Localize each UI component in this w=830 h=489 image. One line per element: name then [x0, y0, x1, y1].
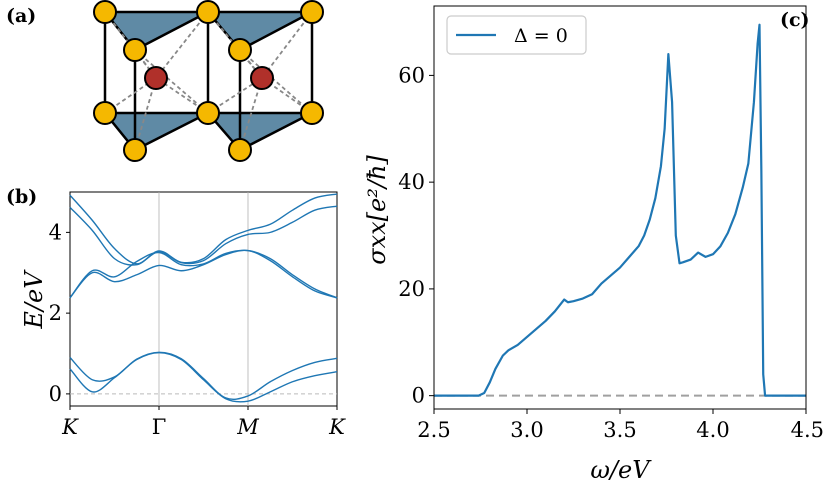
conductivity-xtick-label: 3.0 — [510, 418, 543, 442]
corner-atom — [300, 0, 324, 24]
cell-edges — [103, 12, 314, 150]
band-structure-chart: (b) 0 2 4 K Γ M K E/eV — [6, 186, 346, 439]
panel-label-b: (b) — [6, 186, 37, 208]
band-plot-area: 0 2 4 K Γ M K — [49, 191, 346, 439]
conductivity-series-line — [434, 23, 806, 397]
corner-atom — [196, 0, 220, 24]
band-line-band3 — [69, 249, 338, 299]
conductivity-ytick-label: 60 — [398, 63, 425, 87]
conductivity-ylabel: σxx[e²/ħ] — [363, 155, 391, 265]
band-plot-frame — [69, 191, 338, 407]
corner-atoms — [93, 0, 324, 162]
legend-box — [446, 15, 587, 55]
crystal-structure-diagram: (a) — [6, 0, 324, 162]
band-line-band2 — [69, 351, 338, 400]
center-atom-left — [144, 66, 168, 90]
conductivity-chart: 0 20 40 60 2.5 3.0 3.5 4.0 4.5 (c) ω/eV σxx[e²/ħ… — [363, 5, 824, 484]
band-xtick-label: M — [236, 415, 259, 439]
panel-label-a: (a) — [6, 5, 36, 27]
corner-atom — [93, 0, 117, 24]
conductivity-plot-area: 0 20 40 60 2.5 3.0 3.5 4.0 4.5 — [398, 5, 824, 442]
band-line-band5 — [69, 205, 338, 266]
band-ylabel: E/eV — [20, 269, 48, 330]
conductivity-xtick-label: 2.5 — [417, 418, 450, 442]
band-ytick-label: 0 — [49, 382, 62, 406]
band-ytick-label: 4 — [49, 220, 62, 244]
conductivity-xtick-label: 4.5 — [791, 418, 824, 442]
conductivity-xtick-label: 3.5 — [603, 418, 636, 442]
corner-atom — [228, 38, 252, 62]
band-line-band4 — [69, 249, 338, 299]
conductivity-ytick-label: 0 — [412, 384, 425, 408]
bottom-face-right — [205, 111, 313, 152]
center-atom-right — [250, 66, 274, 90]
corner-atom — [228, 138, 252, 162]
conductivity-ytick-label: 20 — [398, 277, 425, 301]
band-line-band1 — [69, 351, 338, 403]
corner-atom — [300, 101, 324, 125]
band-xtick-label: K — [61, 415, 79, 439]
band-xtick-label: K — [328, 415, 346, 439]
band-line-band6 — [69, 193, 338, 265]
bottom-face-left — [102, 111, 209, 152]
corner-atom — [123, 138, 147, 162]
corner-atom — [123, 38, 147, 62]
conductivity-xtick-label: 4.0 — [696, 418, 729, 442]
conductivity-ytick-label: 40 — [398, 170, 425, 194]
legend: Δ = 0 — [446, 15, 587, 55]
corner-atom — [196, 101, 220, 125]
band-ytick-label: 2 — [49, 301, 62, 325]
panel-label-c: (c) — [780, 9, 810, 31]
corner-atom — [93, 101, 117, 125]
legend-label: Δ = 0 — [514, 25, 568, 47]
conductivity-plot-frame — [433, 5, 807, 410]
conductivity-xlabel: ω/eV — [590, 456, 652, 484]
band-xtick-label: Γ — [152, 415, 167, 439]
